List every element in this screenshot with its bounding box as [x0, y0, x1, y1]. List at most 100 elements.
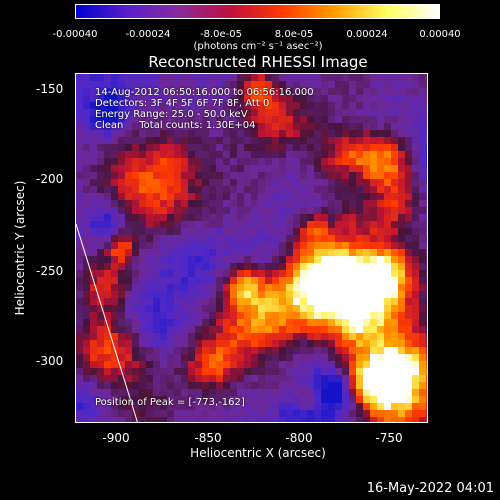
- image-pixel: [181, 109, 188, 116]
- image-pixel: [363, 354, 370, 361]
- image-pixel: [370, 116, 377, 123]
- image-pixel: [286, 74, 293, 81]
- image-pixel: [314, 137, 321, 144]
- image-pixel: [258, 263, 265, 270]
- image-pixel: [111, 144, 118, 151]
- image-pixel: [300, 333, 307, 340]
- image-pixel: [76, 312, 83, 319]
- image-pixel: [377, 256, 384, 263]
- image-pixel: [342, 235, 349, 242]
- image-pixel: [279, 263, 286, 270]
- image-pixel: [384, 410, 391, 417]
- image-pixel: [321, 340, 328, 347]
- image-pixel: [321, 403, 328, 410]
- image-pixel: [118, 410, 125, 417]
- image-pixel: [342, 396, 349, 403]
- image-pixel: [426, 186, 427, 193]
- image-pixel: [216, 270, 223, 277]
- image-pixel: [342, 375, 349, 382]
- image-pixel: [202, 403, 209, 410]
- image-pixel: [118, 116, 125, 123]
- image-pixel: [251, 361, 258, 368]
- image-pixel: [391, 270, 398, 277]
- image-pixel: [384, 186, 391, 193]
- image-pixel: [104, 81, 111, 88]
- image-pixel: [342, 361, 349, 368]
- image-pixel: [321, 354, 328, 361]
- image-pixel: [90, 375, 97, 382]
- image-pixel: [139, 144, 146, 151]
- image-pixel: [216, 228, 223, 235]
- image-pixel: [265, 228, 272, 235]
- image-pixel: [335, 221, 342, 228]
- image-pixel: [125, 165, 132, 172]
- image-pixel: [286, 256, 293, 263]
- image-pixel: [111, 137, 118, 144]
- image-pixel: [391, 186, 398, 193]
- image-pixel: [244, 382, 251, 389]
- image-pixel: [223, 312, 230, 319]
- image-pixel: [76, 186, 83, 193]
- image-pixel: [90, 88, 97, 95]
- image-pixel: [349, 88, 356, 95]
- image-pixel: [167, 347, 174, 354]
- image-pixel: [251, 319, 258, 326]
- image-pixel: [90, 116, 97, 123]
- image-pixel: [90, 389, 97, 396]
- image-pixel: [426, 193, 427, 200]
- image-pixel: [237, 305, 244, 312]
- image-pixel: [125, 291, 132, 298]
- image-pixel: [90, 291, 97, 298]
- image-pixel: [174, 368, 181, 375]
- image-pixel: [104, 221, 111, 228]
- image-pixel: [370, 88, 377, 95]
- image-pixel: [153, 396, 160, 403]
- image-pixel: [153, 102, 160, 109]
- image-pixel: [139, 410, 146, 417]
- image-pixel: [195, 340, 202, 347]
- image-pixel: [118, 396, 125, 403]
- image-pixel: [139, 158, 146, 165]
- image-pixel: [300, 291, 307, 298]
- image-pixel: [342, 298, 349, 305]
- image-pixel: [160, 207, 167, 214]
- image-pixel: [328, 88, 335, 95]
- image-pixel: [265, 214, 272, 221]
- image-pixel: [76, 403, 83, 410]
- image-pixel: [83, 263, 90, 270]
- image-pixel: [237, 130, 244, 137]
- image-pixel: [321, 179, 328, 186]
- image-pixel: [181, 319, 188, 326]
- image-pixel: [363, 214, 370, 221]
- image-pixel: [223, 410, 230, 417]
- image-pixel: [237, 109, 244, 116]
- image-pixel: [202, 256, 209, 263]
- image-pixel: [272, 361, 279, 368]
- image-pixel: [426, 298, 427, 305]
- image-pixel: [188, 333, 195, 340]
- image-pixel: [391, 389, 398, 396]
- image-pixel: [307, 165, 314, 172]
- image-pixel: [405, 123, 412, 130]
- y-tick-label: -150: [36, 82, 64, 96]
- image-pixel: [76, 207, 83, 214]
- image-pixel: [342, 102, 349, 109]
- image-pixel: [139, 193, 146, 200]
- image-pixel: [265, 242, 272, 249]
- image-pixel: [300, 382, 307, 389]
- image-pixel: [230, 389, 237, 396]
- image-pixel: [321, 312, 328, 319]
- image-pixel: [167, 256, 174, 263]
- image-pixel: [251, 158, 258, 165]
- image-pixel: [258, 74, 265, 81]
- image-pixel: [300, 354, 307, 361]
- image-pixel: [223, 88, 230, 95]
- image-pixel: [90, 172, 97, 179]
- image-pixel: [160, 81, 167, 88]
- image-pixel: [286, 207, 293, 214]
- image-pixel: [146, 305, 153, 312]
- image-pixel: [363, 221, 370, 228]
- image-pixel: [391, 207, 398, 214]
- image-pixel: [398, 200, 405, 207]
- image-pixel: [293, 298, 300, 305]
